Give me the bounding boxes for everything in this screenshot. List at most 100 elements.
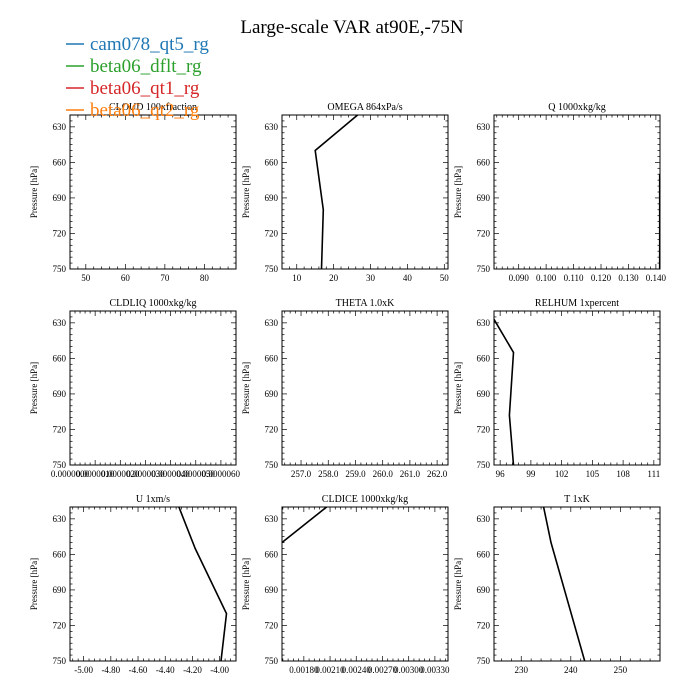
y-tick-label: 720: [265, 620, 279, 630]
y-tick-label: 630: [265, 122, 279, 132]
x-tick-label: 0.0000040: [151, 469, 190, 479]
y-tick-label: 630: [53, 122, 67, 132]
x-tick-label: 0.00210: [315, 665, 345, 675]
y-tick-label: 720: [53, 424, 67, 434]
panel-title: RELHUM 1xpercent: [535, 298, 619, 309]
panel-title: Q 1000xkg/kg: [548, 102, 606, 113]
x-tick-label: 0.110: [564, 273, 584, 283]
panel-title: THETA 1.0xK: [336, 298, 395, 309]
x-tick-label: 40: [403, 273, 413, 283]
y-tick-label: 750: [53, 460, 67, 470]
x-tick-label: 0.00180: [289, 665, 319, 675]
y-tick-label: 750: [265, 656, 279, 666]
panel-title: CLDICE 1000xkg/kg: [322, 494, 408, 505]
x-tick-label: 99: [526, 469, 536, 479]
x-tick-label: 108: [616, 469, 630, 479]
legend-entry: beta06_qt2_rg: [90, 100, 200, 121]
panel-frame: [281, 114, 449, 270]
y-tick-label: 690: [53, 389, 67, 399]
legend-entry: beta06_dflt_rg: [90, 56, 202, 77]
y-tick-label: 690: [265, 389, 279, 399]
x-tick-label: 259.0: [345, 469, 366, 479]
panel-frame: [69, 310, 237, 466]
x-tick-label: 0.0000010: [76, 469, 115, 479]
y-tick-label: 630: [53, 318, 67, 328]
x-tick-label: 0.140: [646, 273, 667, 283]
y-tick-label: 630: [477, 122, 491, 132]
main-title: Large-scale VAR at90E,-75N: [240, 17, 463, 38]
x-tick-label: 260.0: [373, 469, 394, 479]
y-tick-label: 720: [265, 228, 279, 238]
y-tick-label: 750: [53, 264, 67, 274]
y-tick-label: 660: [477, 157, 491, 167]
y-axis-label: Pressure [hPa]: [29, 166, 39, 218]
x-tick-label: 0.00240: [342, 665, 372, 675]
panel-frame: [493, 506, 661, 662]
y-tick-label: 720: [477, 228, 491, 238]
legend-entry: beta06_qt1_rg: [90, 78, 200, 99]
x-tick-label: 10: [292, 273, 302, 283]
x-tick-label: 250: [614, 665, 628, 675]
x-tick-label: -4.00: [210, 665, 229, 675]
y-tick-label: 660: [53, 157, 67, 167]
y-axis-label: Pressure [hPa]: [241, 558, 251, 610]
x-tick-label: 102: [555, 469, 569, 479]
panel-title: U 1xm/s: [136, 494, 170, 505]
x-tick-label: 0.100: [536, 273, 557, 283]
series-line: [281, 506, 328, 544]
y-axis-label: Pressure [hPa]: [453, 166, 463, 218]
panel-title: T 1xK: [564, 494, 590, 505]
y-tick-label: 720: [53, 620, 67, 630]
y-axis-label: Pressure [hPa]: [241, 166, 251, 218]
x-tick-label: 50: [81, 273, 91, 283]
series-line: [314, 114, 359, 270]
y-tick-label: 750: [265, 460, 279, 470]
panel-frame: [493, 114, 661, 270]
y-tick-label: 630: [53, 514, 67, 524]
x-tick-label: 0.0000020: [101, 469, 140, 479]
panel-frame: [69, 506, 237, 662]
panel-frame: [281, 310, 449, 466]
panel-1: OMEGA 864xPa/s Pressure [hPa] 630 660 690 720…: [241, 102, 449, 283]
panel-3: CLDLIQ 1000xkg/kg Pressure [hPa] 630 660 690…: [29, 298, 241, 479]
y-tick-label: 690: [265, 193, 279, 203]
x-tick-label: 0.00300: [394, 665, 424, 675]
y-tick-label: 750: [265, 264, 279, 274]
y-tick-label: 660: [53, 549, 67, 559]
x-tick-label: 70: [160, 273, 170, 283]
panel-0: CLOUD 100xfraction Pressure [hPa] 630 660 69…: [29, 102, 237, 283]
x-tick-label: 20: [329, 273, 339, 283]
x-tick-label: 261.0: [400, 469, 421, 479]
panel-6: U 1xm/s Pressure [hPa] 630 660 690 720 750 -5.0…: [29, 494, 237, 675]
y-tick-label: 750: [477, 656, 491, 666]
y-tick-label: 660: [265, 549, 279, 559]
x-tick-label: -4.80: [101, 665, 120, 675]
y-tick-label: 630: [265, 514, 279, 524]
x-tick-label: 0.0000000: [51, 469, 90, 479]
y-axis-label: Pressure [hPa]: [29, 558, 39, 610]
y-tick-label: 660: [53, 353, 67, 363]
y-tick-label: 660: [265, 157, 279, 167]
y-tick-label: 660: [265, 353, 279, 363]
x-tick-label: 0.0000050: [177, 469, 216, 479]
x-tick-label: 111: [647, 469, 660, 479]
panel-4: THETA 1.0xK Pressure [hPa] 630 660 690 720 750…: [241, 298, 449, 479]
legend: cam078_qt5_rgbeta06_dflt_rgbeta06_qt1_rg…: [66, 34, 209, 121]
panel-7: CLDICE 1000xkg/kg Pressure [hPa] 630 660 690…: [241, 494, 450, 675]
series-line: [178, 506, 228, 662]
y-tick-label: 630: [477, 318, 491, 328]
legend-entry: cam078_qt5_rg: [90, 34, 209, 55]
panel-5: RELHUM 1xpercent Pressure [hPa] 630 660 690 7…: [453, 298, 661, 479]
y-tick-label: 660: [477, 353, 491, 363]
y-tick-label: 750: [477, 264, 491, 274]
y-tick-label: 690: [477, 585, 491, 595]
y-axis-label: Pressure [hPa]: [453, 558, 463, 610]
x-tick-label: 96: [496, 469, 506, 479]
x-tick-label: 0.00270: [368, 665, 398, 675]
panel-title: CLOUD 100xfraction: [109, 102, 197, 113]
panel-title: OMEGA 864xPa/s: [327, 102, 402, 113]
y-tick-label: 750: [53, 656, 67, 666]
x-tick-label: -5.00: [74, 665, 93, 675]
x-tick-label: 80: [200, 273, 210, 283]
